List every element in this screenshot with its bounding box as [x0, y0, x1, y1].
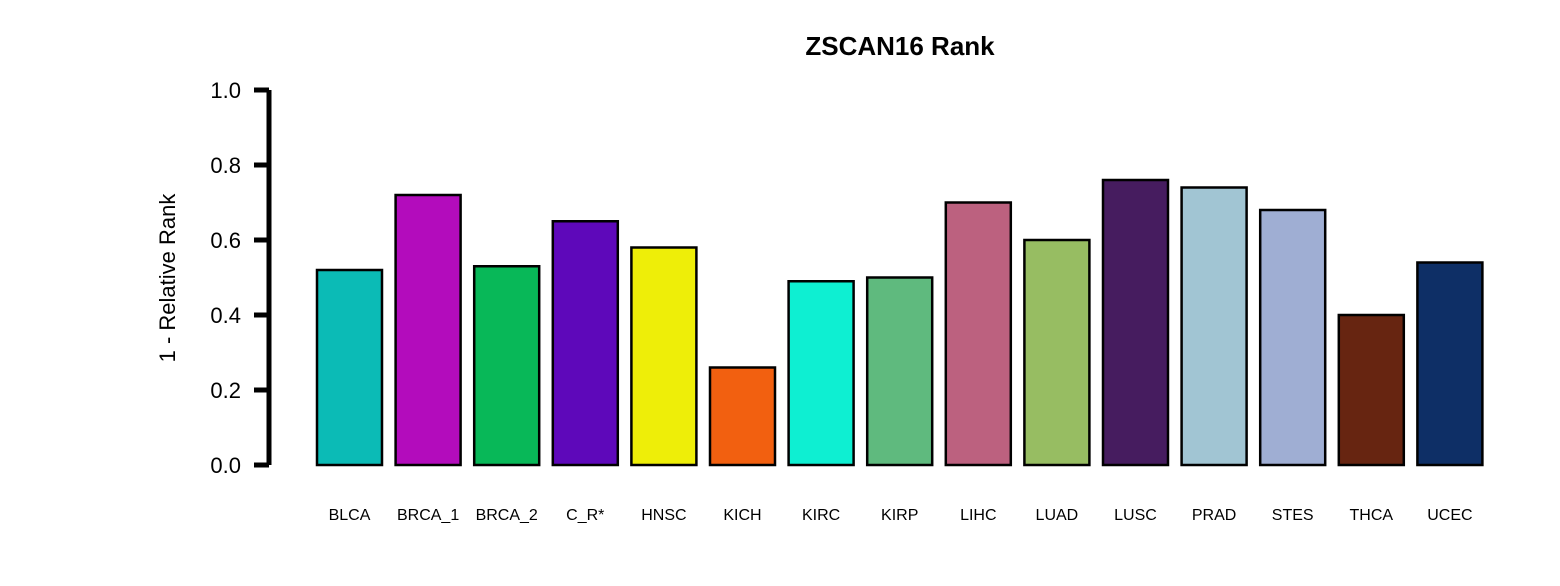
- x-tick-label: C_R*: [566, 507, 604, 524]
- x-axis-labels: BLCA BRCA_1 BRCA_2 C_R* HNSC KICH KIRC KIRP LIHC…: [329, 507, 1473, 524]
- y-axis: 0.0 0.2 0.4 0.6 0.8 1.0: [210, 78, 272, 478]
- y-tick-label: 1.0: [210, 78, 241, 103]
- x-tick-label: PRAD: [1192, 507, 1236, 524]
- y-axis-label: 1 - Relative Rank: [155, 193, 180, 363]
- y-tick-label: 0.4: [210, 303, 241, 328]
- bar-prad: [1180, 186, 1248, 467]
- bar-kich: [708, 366, 777, 467]
- bar-kirc: [787, 280, 855, 467]
- bar-stes: [1258, 208, 1327, 467]
- x-tick-label: BRCA_2: [476, 507, 538, 524]
- x-tick-label: BRCA_1: [397, 507, 459, 524]
- x-tick-label: KIRP: [881, 507, 918, 524]
- chart-title: ZSCAN16 Rank: [805, 31, 995, 61]
- y-tick-label: 0.8: [210, 153, 241, 178]
- bar-c-r: [551, 220, 620, 467]
- bar-brca-2: [472, 265, 541, 467]
- bar-luad: [1023, 238, 1091, 467]
- x-tick-label: THCA: [1350, 507, 1394, 524]
- x-tick-label: LUAD: [1036, 507, 1079, 524]
- y-tick-label: 0.2: [210, 378, 241, 403]
- bar-kirp: [865, 276, 934, 467]
- x-tick-label: HNSC: [641, 507, 686, 524]
- bar-blca: [315, 268, 384, 467]
- x-tick-label: LUSC: [1114, 507, 1157, 524]
- bar-brca-1: [394, 193, 462, 467]
- x-tick-label: KICH: [723, 507, 761, 524]
- bar-lihc: [944, 201, 1013, 467]
- x-tick-label: STES: [1272, 507, 1314, 524]
- y-tick-label: 0.0: [210, 453, 241, 478]
- y-tick-label: 0.6: [210, 228, 241, 253]
- bar-lusc: [1101, 178, 1170, 467]
- bars: [315, 178, 1484, 467]
- bar-thca: [1337, 313, 1406, 467]
- bar-ucec: [1416, 261, 1484, 467]
- x-tick-label: BLCA: [329, 507, 371, 524]
- bar-hnsc: [630, 246, 698, 467]
- x-tick-label: KIRC: [802, 507, 840, 524]
- x-tick-label: UCEC: [1427, 507, 1472, 524]
- x-tick-label: LIHC: [960, 507, 996, 524]
